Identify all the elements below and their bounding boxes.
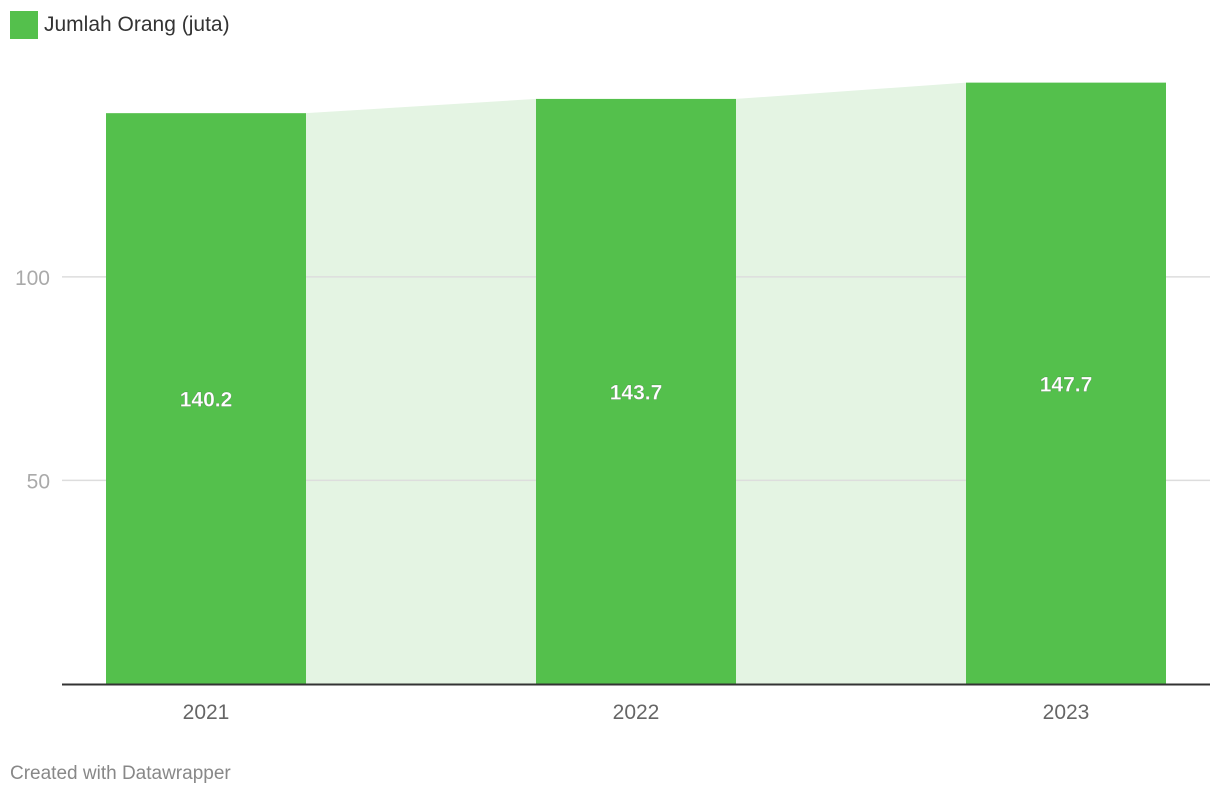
connector-area xyxy=(736,82,966,684)
x-tick-label: 2023 xyxy=(1043,701,1090,724)
bar xyxy=(106,113,306,684)
legend-label: Jumlah Orang (juta) xyxy=(44,13,230,36)
legend-swatch xyxy=(10,11,38,39)
x-tick-label: 2022 xyxy=(613,701,660,724)
bar-value-label: 140.2 xyxy=(180,389,233,412)
y-tick-label: 50 xyxy=(27,470,50,493)
bar xyxy=(966,82,1166,684)
bar-value-label: 143.7 xyxy=(610,381,663,404)
footer-credit: Created with Datawrapper xyxy=(10,763,231,784)
bar-value-label: 147.7 xyxy=(1040,373,1093,396)
y-tick-label: 100 xyxy=(15,267,50,290)
x-tick-label: 2021 xyxy=(183,701,230,724)
connector-area xyxy=(306,98,536,685)
legend: Jumlah Orang (juta) xyxy=(10,10,230,40)
bar xyxy=(536,98,736,685)
